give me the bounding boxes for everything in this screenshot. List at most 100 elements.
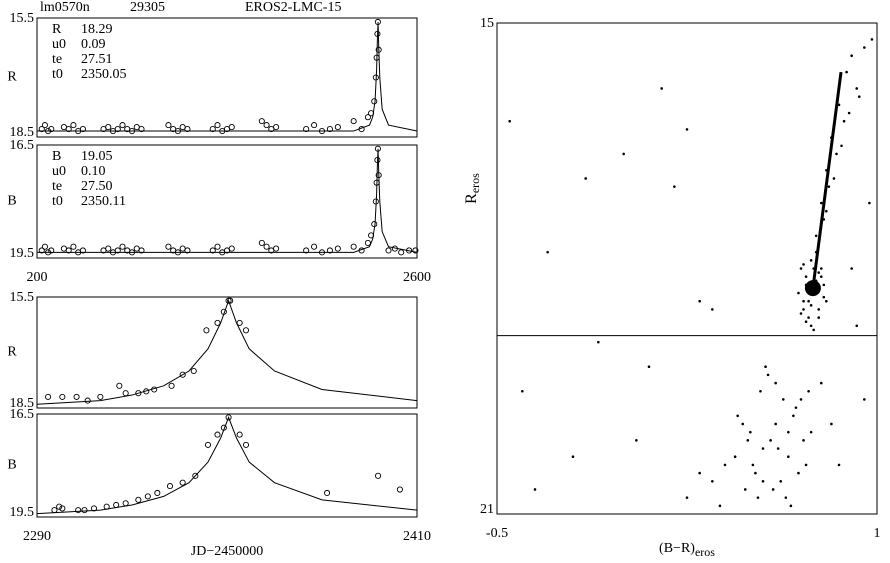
- plot-frame: [36, 413, 418, 518]
- data-point: [832, 177, 836, 180]
- data-point: [165, 243, 172, 250]
- plot-frame: [36, 296, 418, 409]
- data-point: [799, 398, 803, 401]
- data-point: [326, 126, 333, 133]
- y-tick-label: 21: [480, 502, 494, 517]
- data-point: [144, 493, 151, 500]
- data-point: [166, 483, 174, 490]
- data-point: [396, 486, 403, 493]
- data-point: [751, 463, 755, 467]
- data-point: [412, 247, 419, 254]
- data-point: [812, 328, 815, 332]
- data-point: [374, 30, 381, 37]
- data-point: [122, 500, 129, 507]
- data-point: [358, 126, 365, 133]
- data-point: [584, 177, 587, 180]
- data-point: [119, 243, 126, 250]
- param-name: R: [52, 22, 62, 37]
- data-point: [756, 496, 760, 499]
- data-point: [179, 371, 186, 378]
- data-point: [776, 447, 780, 450]
- data-point: [204, 441, 212, 448]
- data-point: [41, 243, 48, 250]
- data-point: [70, 122, 77, 129]
- data-point: [822, 295, 826, 299]
- y-tick-label: 15: [480, 16, 494, 31]
- data-point: [779, 479, 783, 483]
- data-point: [105, 245, 112, 252]
- data-point: [835, 152, 838, 156]
- data-point: [138, 247, 145, 254]
- data-point: [258, 118, 265, 125]
- data-point: [105, 124, 112, 131]
- data-point: [847, 111, 851, 115]
- x-tick-label: 200: [27, 270, 48, 285]
- data-point: [368, 110, 375, 117]
- x-axis-label: JD−2450000: [191, 544, 263, 559]
- data-point: [825, 209, 828, 213]
- data-point: [533, 488, 537, 491]
- y-axis-label: R: [7, 345, 17, 360]
- data-point: [374, 472, 382, 479]
- data-point: [807, 389, 810, 393]
- model-curve: [37, 148, 418, 253]
- x-tick-label: -0.5: [486, 526, 508, 541]
- y-axis-label-sub: eros: [468, 173, 482, 193]
- plot-frame: [36, 144, 418, 259]
- data-point: [819, 381, 823, 385]
- param-name: te: [52, 52, 62, 67]
- y-axis-label: Reros: [463, 173, 482, 204]
- data-point: [135, 496, 142, 503]
- y-tick-label: 19.5: [10, 246, 35, 261]
- data-point: [809, 430, 813, 434]
- param-value: 27.51: [81, 52, 113, 67]
- data-point: [774, 422, 777, 426]
- data-point: [174, 127, 181, 135]
- data-point: [303, 126, 310, 133]
- data-point: [79, 247, 86, 254]
- data-point: [784, 496, 788, 499]
- data-point: [154, 489, 161, 497]
- param-name: B: [52, 149, 61, 164]
- model-curve: [37, 21, 418, 132]
- data-point: [571, 455, 575, 459]
- data-point: [774, 381, 777, 385]
- data-point: [855, 87, 859, 90]
- data-point: [273, 124, 280, 131]
- data-point: [90, 505, 98, 512]
- param-name: u0: [52, 164, 66, 179]
- data-point: [209, 126, 216, 133]
- data-point: [845, 70, 848, 74]
- data-point: [236, 319, 243, 326]
- data-point: [857, 95, 861, 98]
- data-point: [65, 126, 72, 133]
- data-point: [391, 245, 398, 252]
- data-point: [802, 439, 805, 442]
- data-point: [114, 126, 121, 133]
- data-point: [822, 283, 826, 287]
- data-point: [59, 505, 66, 512]
- param-value: 2350.11: [81, 194, 126, 209]
- data-point: [364, 114, 371, 121]
- data-point: [647, 365, 651, 369]
- data-point: [128, 127, 136, 135]
- data-point: [128, 249, 136, 256]
- data-point: [817, 308, 821, 311]
- data-point: [819, 201, 823, 205]
- y-tick-label: 16.5: [10, 407, 35, 422]
- data-point: [263, 243, 270, 250]
- param-name: t0: [52, 194, 63, 209]
- data-point: [374, 157, 381, 164]
- x-tick-label: 2600: [403, 270, 431, 285]
- data-point: [809, 324, 813, 328]
- data-point: [371, 98, 378, 105]
- data-point: [761, 479, 765, 483]
- data-point: [372, 74, 379, 81]
- x-axis-label-sub: eros: [695, 545, 715, 559]
- data-point: [84, 397, 91, 404]
- data-point: [711, 479, 714, 483]
- data-point: [303, 247, 310, 254]
- star-label: 29305: [130, 0, 165, 15]
- data-point: [374, 18, 381, 26]
